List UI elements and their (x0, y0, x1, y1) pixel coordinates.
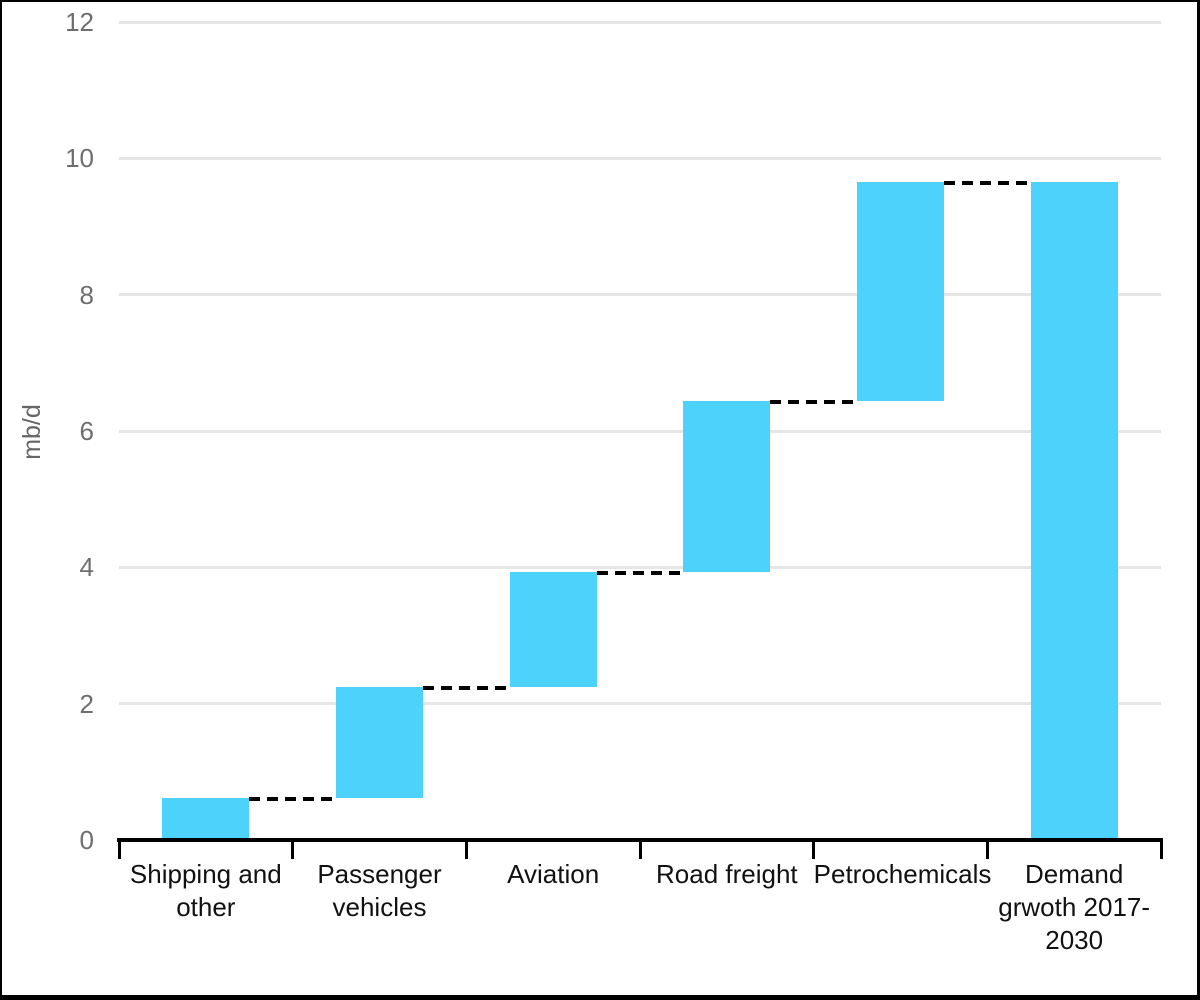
bar-demand-grwoth-2017-2030 (1030, 182, 1118, 840)
bar-shipping-and-other (162, 797, 250, 840)
y-tick-label-12: 12 (65, 7, 94, 37)
gridline-y-12 (119, 20, 1161, 24)
y-tick-label-8: 8 (79, 279, 94, 310)
y-tick-label-0: 0 (79, 825, 94, 855)
x-axis-tick-1 (291, 840, 295, 859)
category-label-aviation: Aviation (507, 859, 600, 889)
x-axis-tick-2 (464, 840, 468, 859)
connector-passenger-vehicles-to-aviation (423, 685, 510, 690)
gridline-y-4 (119, 565, 1161, 569)
category-label-demand-grwoth-2017-2030: Demand grwoth 2017- 2030 (998, 859, 1151, 955)
connector-petrochemicals-to-demand-grwoth-2017-2030 (944, 181, 1031, 186)
y-tick-label-4: 4 (79, 552, 94, 583)
connector-aviation-to-road-freight (596, 571, 684, 576)
category-label-petrochemicals: Petrochemicals (813, 859, 992, 889)
category-label-shipping-and-other: Shipping and other (129, 859, 282, 922)
gridline-y-10 (119, 156, 1161, 160)
x-axis-tick-3 (638, 840, 642, 859)
bar-road-freight (683, 401, 771, 573)
category-label-road-freight: Road freight (656, 859, 798, 889)
x-axis-tick-0 (117, 840, 121, 859)
x-axis-tick-6 (1159, 840, 1163, 859)
y-tick-label-2: 2 (79, 688, 94, 719)
bar-aviation (509, 572, 597, 687)
y-tick-label-6: 6 (79, 416, 94, 446)
bar-passenger-vehicles (336, 686, 423, 798)
gridline-y-6 (119, 429, 1161, 433)
x-axis-tick-4 (812, 840, 816, 859)
bar-petrochemicals (857, 182, 944, 401)
gridline-y-2 (119, 702, 1161, 706)
connector-shipping-and-other-to-passenger-vehicles (249, 796, 336, 801)
x-axis-tick-5 (985, 840, 989, 859)
category-label-passenger-vehicles: Passenger vehicles (317, 859, 442, 922)
y-tick-label-10: 10 (65, 143, 94, 174)
connector-road-freight-to-petrochemicals (770, 400, 857, 404)
gridline-y-8 (119, 293, 1161, 297)
